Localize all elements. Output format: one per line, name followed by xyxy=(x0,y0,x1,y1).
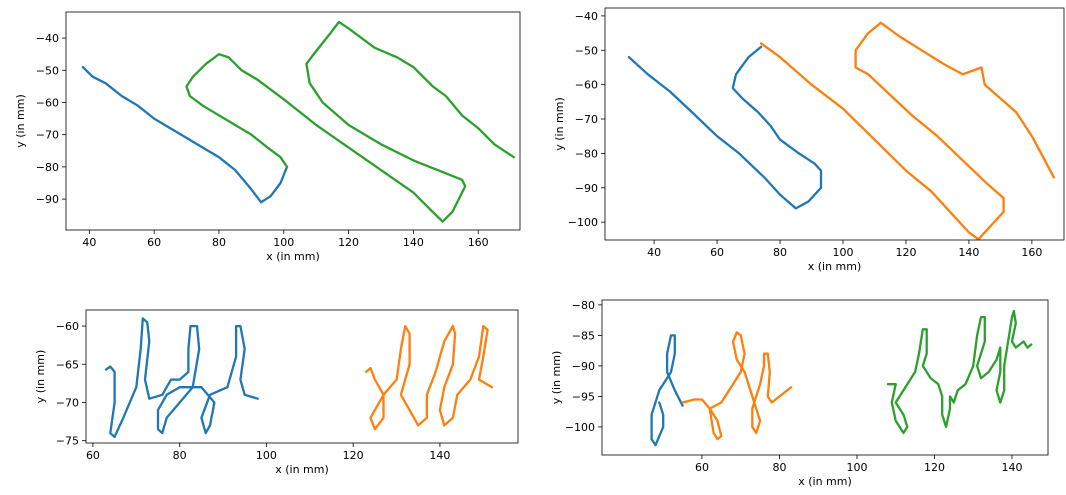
y-axis-label: y (in mm) xyxy=(550,351,563,405)
x-axis-label: x (in mm) xyxy=(808,260,862,273)
y-tick-label: −50 xyxy=(575,44,598,57)
x-tick-label: 60 xyxy=(710,246,724,259)
x-tick-label: 100 xyxy=(846,461,867,474)
y-tick-label: −60 xyxy=(56,320,79,333)
x-tick-label: 40 xyxy=(82,236,96,249)
x-axis-label: x (in mm) xyxy=(266,250,320,263)
y-tick-label: −60 xyxy=(575,79,598,92)
y-tick-label: −80 xyxy=(36,161,59,174)
x-tick-label: 60 xyxy=(147,236,161,249)
x-tick-label: 60 xyxy=(695,461,709,474)
x-tick-label: 140 xyxy=(1001,461,1022,474)
trajectory xyxy=(365,324,494,431)
y-tick-label: −90 xyxy=(36,193,59,206)
y-tick-label: −60 xyxy=(36,96,59,109)
y-tick-label: −70 xyxy=(36,129,59,142)
axes-frame xyxy=(604,7,1065,241)
axes-frame xyxy=(65,11,521,231)
x-tick-label: 120 xyxy=(343,449,364,462)
x-tick-label: 40 xyxy=(647,246,661,259)
y-tick-label: −80 xyxy=(572,299,595,312)
y-axis-label: y (in mm) xyxy=(553,97,566,151)
x-tick-label: 100 xyxy=(273,236,294,249)
y-tick-label: −90 xyxy=(572,360,595,373)
x-tick-label: 120 xyxy=(338,236,359,249)
trajectory xyxy=(681,331,793,441)
y-tick-label: −40 xyxy=(575,10,598,23)
y-axis-label: y (in mm) xyxy=(34,350,47,404)
x-axis-label: x (in mm) xyxy=(275,463,329,476)
y-axis-label: y (in mm) xyxy=(14,94,27,148)
y-tick-label: −90 xyxy=(575,182,598,195)
trajectory xyxy=(185,20,515,223)
axes-frame xyxy=(85,309,519,444)
x-axis-label: x (in mm) xyxy=(798,475,852,488)
x-tick-label: 100 xyxy=(833,246,854,259)
y-tick-label: −80 xyxy=(575,147,598,160)
x-tick-label: 60 xyxy=(86,449,100,462)
y-tick-label: −95 xyxy=(572,390,595,403)
y-tick-label: −70 xyxy=(56,396,79,409)
y-tick-label: −100 xyxy=(568,216,598,229)
y-tick-label: −50 xyxy=(36,64,59,77)
x-tick-label: 80 xyxy=(212,236,226,249)
trajectory xyxy=(81,65,289,204)
y-tick-label: −70 xyxy=(575,113,598,126)
x-tick-label: 160 xyxy=(468,236,489,249)
axes-frame xyxy=(601,299,1049,456)
trajectory xyxy=(886,309,1033,435)
x-tick-label: 120 xyxy=(895,246,916,259)
x-tick-label: 120 xyxy=(924,461,945,474)
x-tick-label: 100 xyxy=(256,449,277,462)
y-tick-label: −100 xyxy=(565,421,595,434)
x-tick-label: 140 xyxy=(403,236,424,249)
trajectory xyxy=(104,317,259,439)
x-tick-label: 80 xyxy=(773,246,787,259)
x-tick-label: 80 xyxy=(173,449,187,462)
y-tick-label: −85 xyxy=(572,329,595,342)
x-tick-label: 140 xyxy=(429,449,450,462)
trajectory xyxy=(650,334,684,447)
y-tick-label: −65 xyxy=(56,358,79,371)
trajectory xyxy=(627,45,823,210)
y-tick-label: −40 xyxy=(36,32,59,45)
trajectory xyxy=(759,21,1056,241)
x-tick-label: 140 xyxy=(958,246,979,259)
x-tick-label: 80 xyxy=(772,461,786,474)
x-tick-label: 160 xyxy=(1021,246,1042,259)
y-tick-label: −75 xyxy=(56,435,79,448)
